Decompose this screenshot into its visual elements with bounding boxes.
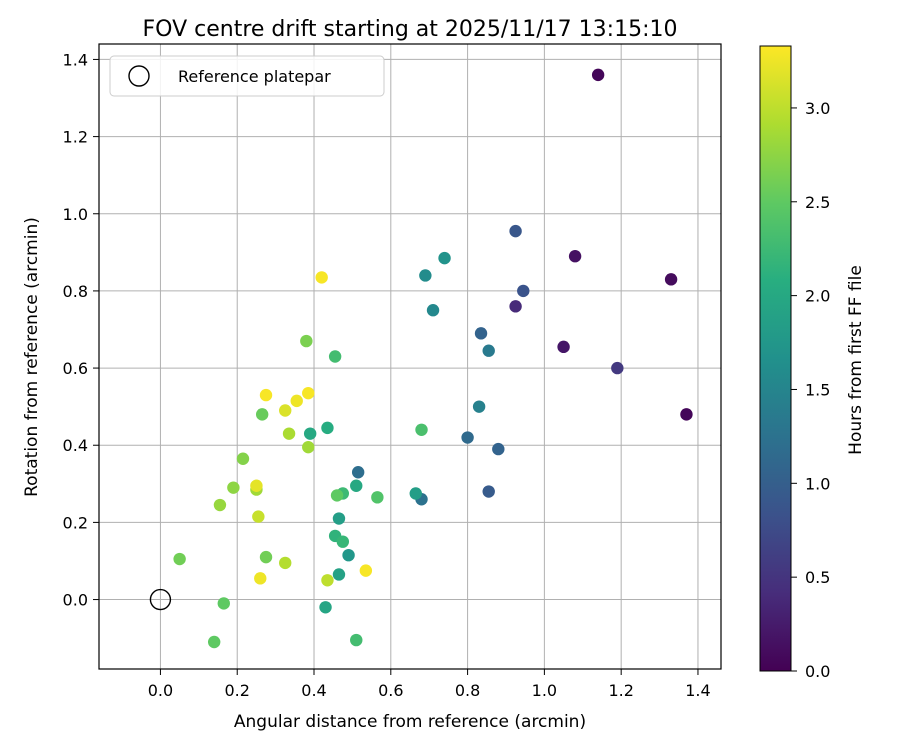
y-axis-label: Rotation from reference (arcmin) (22, 217, 42, 497)
legend: Reference platepar (109, 55, 385, 97)
data-point (279, 556, 292, 570)
data-point (371, 491, 384, 504)
colorbar-tick-label: 0.5 (805, 568, 830, 587)
data-point (319, 601, 332, 614)
data-point (664, 273, 678, 286)
data-point (332, 512, 346, 525)
data-point (557, 340, 570, 354)
colorbar-tick-label: 2.5 (805, 193, 830, 212)
colorbar-tick-label: 1.5 (805, 380, 830, 399)
data-point (461, 431, 474, 444)
y-tick-label: 0.6 (63, 359, 88, 378)
data-point (472, 400, 486, 413)
legend-label: Reference platepar (178, 67, 331, 86)
y-axis-ticks: 0.0 0.2 0.4 0.6 0.8 1.0 1.2 1.4 (63, 50, 99, 610)
data-point (438, 251, 451, 265)
scatter-points (173, 68, 693, 649)
data-point (303, 427, 317, 440)
data-point (300, 334, 313, 348)
data-point (302, 386, 315, 400)
colorbar-tick-label: 3.0 (805, 99, 830, 118)
data-point (213, 498, 227, 512)
data-point (336, 535, 350, 548)
data-point (302, 440, 315, 454)
data-point (279, 404, 292, 417)
data-point (315, 271, 328, 284)
y-tick-label: 1.2 (63, 128, 88, 147)
colorbar-tick-label: 2.0 (805, 287, 830, 306)
data-point (259, 550, 273, 564)
data-point (350, 633, 363, 647)
data-point (359, 564, 373, 577)
data-point (254, 572, 267, 585)
data-point (474, 327, 488, 340)
data-point (217, 597, 230, 610)
y-tick-label: 0.2 (63, 513, 88, 532)
x-tick-label: 0.0 (148, 681, 173, 700)
legend-marker-icon (128, 65, 150, 87)
data-point (207, 635, 221, 649)
chart-title: FOV centre drift starting at 2025/11/17 … (143, 17, 678, 42)
data-point (426, 304, 440, 317)
data-point (415, 423, 428, 437)
data-point (342, 548, 355, 562)
data-point (236, 452, 250, 465)
data-point (492, 442, 505, 456)
data-point (482, 485, 495, 498)
data-point (611, 361, 624, 375)
data-point (259, 388, 273, 402)
colorbar-label: Hours from first FF file (846, 265, 866, 455)
data-point (330, 489, 344, 502)
data-point (332, 568, 346, 581)
legend-box (109, 55, 385, 97)
reference-platepar-marker (149, 588, 172, 611)
data-point (290, 394, 303, 408)
x-tick-label: 0.8 (455, 681, 480, 700)
data-point (680, 408, 693, 421)
x-tick-label: 0.4 (301, 681, 326, 700)
data-point (350, 479, 363, 492)
data-point (409, 487, 422, 500)
plot-frame (98, 43, 722, 670)
data-point (255, 408, 269, 421)
colorbar (759, 45, 792, 672)
y-tick-label: 0.8 (63, 282, 88, 301)
data-point (321, 574, 334, 587)
data-point (321, 421, 334, 435)
colorbar-tick-label: 1.0 (805, 474, 830, 493)
data-point (282, 427, 296, 440)
data-point (419, 269, 432, 282)
data-point (517, 284, 530, 298)
x-tick-label: 0.6 (378, 681, 403, 700)
data-point (509, 300, 522, 313)
y-tick-label: 0.4 (63, 436, 88, 455)
data-point (252, 510, 265, 523)
data-point (482, 344, 495, 357)
data-point (591, 68, 605, 82)
data-point (227, 481, 240, 494)
colorbar-tick-label: 0.0 (805, 662, 830, 681)
x-axis-ticks: 0.0 0.2 0.4 0.6 0.8 1.0 1.2 1.4 (148, 669, 711, 700)
x-axis-label: Angular distance from reference (arcmin) (234, 712, 586, 732)
y-tick-label: 1.0 (63, 205, 88, 224)
data-point (328, 350, 342, 363)
x-tick-label: 1.0 (532, 681, 557, 700)
data-point (173, 552, 186, 566)
y-tick-label: 0.0 (63, 591, 88, 610)
data-point (509, 224, 522, 238)
x-tick-label: 1.2 (608, 681, 633, 700)
x-tick-label: 1.4 (685, 681, 710, 700)
data-point (250, 479, 263, 492)
grid-lines (99, 44, 721, 669)
data-point (568, 249, 582, 263)
data-point (351, 466, 365, 479)
x-tick-label: 0.2 (224, 681, 249, 700)
y-tick-label: 1.4 (63, 50, 88, 69)
colorbar-ticks: 0.0 0.5 1.0 1.5 2.0 2.5 3.0 (791, 99, 830, 681)
